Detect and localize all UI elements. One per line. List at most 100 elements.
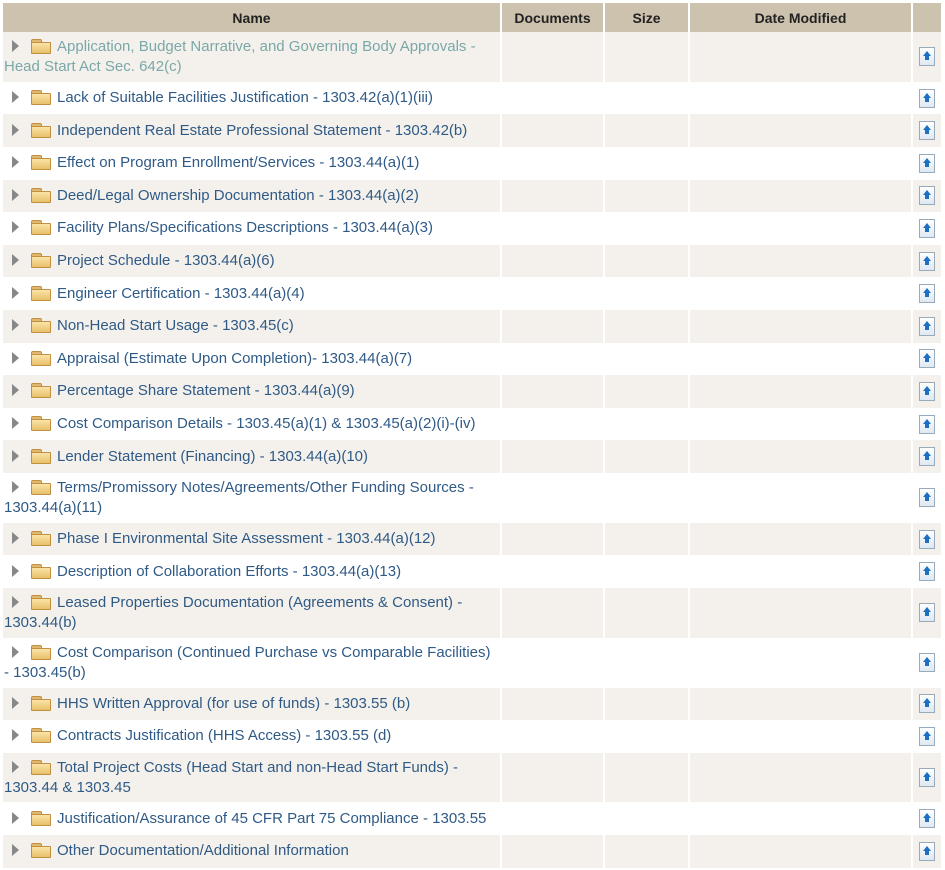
- documents-cell: [500, 277, 604, 310]
- expand-arrow-icon[interactable]: [12, 811, 19, 824]
- upload-icon[interactable]: [919, 47, 935, 67]
- folder-link[interactable]: Contracts Justification (HHS Access) - 1…: [57, 727, 392, 745]
- upload-icon[interactable]: [919, 603, 935, 623]
- upload-icon[interactable]: [919, 488, 935, 508]
- date-modified-cell: [688, 720, 912, 753]
- folder-link[interactable]: Appraisal (Estimate Upon Completion)- 13…: [57, 349, 413, 367]
- upload-icon[interactable]: [919, 186, 935, 206]
- expand-arrow-icon[interactable]: [12, 760, 19, 773]
- upload-icon[interactable]: [919, 284, 935, 304]
- upload-icon[interactable]: [919, 218, 935, 238]
- upload-icon[interactable]: [919, 251, 935, 271]
- size-cell: [603, 637, 689, 688]
- expand-arrow-icon[interactable]: [12, 696, 19, 709]
- expand-arrow-icon[interactable]: [12, 645, 19, 658]
- expand-arrow-icon[interactable]: [12, 595, 19, 608]
- folder-link[interactable]: Project Schedule - 1303.44(a)(6): [57, 252, 275, 270]
- folder-icon: [31, 448, 51, 464]
- folder-link[interactable]: Non-Head Start Usage - 1303.45(c): [57, 317, 294, 335]
- upload-icon[interactable]: [919, 562, 935, 582]
- folder-link[interactable]: Engineer Certification - 1303.44(a)(4): [57, 284, 305, 302]
- expand-arrow-icon[interactable]: [12, 254, 19, 267]
- expand-arrow-icon[interactable]: [12, 384, 19, 397]
- folder-name-cell: Justification/Assurance of 45 CFR Part 7…: [3, 802, 501, 836]
- folder-name-cell: Project Schedule - 1303.44(a)(6): [3, 244, 501, 278]
- expand-arrow-icon[interactable]: [12, 156, 19, 169]
- upload-icon[interactable]: [919, 121, 935, 141]
- upload-icon[interactable]: [919, 381, 935, 401]
- column-header-name[interactable]: Name: [3, 3, 501, 32]
- upload-icon[interactable]: [919, 153, 935, 173]
- upload-icon[interactable]: [919, 349, 935, 369]
- size-cell: [603, 146, 689, 180]
- folder-link[interactable]: Percentage Share Statement - 1303.44(a)(…: [57, 382, 355, 400]
- folder-link[interactable]: Lender Statement (Financing) - 1303.44(a…: [57, 447, 369, 465]
- upload-icon[interactable]: [919, 88, 935, 108]
- folder-name-cell: Lack of Suitable Facilities Justificatio…: [3, 81, 501, 115]
- folder-link[interactable]: Total Project Costs (Head Start and non-…: [4, 758, 459, 796]
- folder-name-cell: Other Documentation/Additional Informati…: [3, 835, 501, 868]
- date-modified-cell: [688, 802, 912, 836]
- folder-link[interactable]: Deed/Legal Ownership Documentation - 130…: [57, 186, 419, 204]
- upload-icon[interactable]: [919, 316, 935, 336]
- folder-link[interactable]: Lack of Suitable Facilities Justificatio…: [57, 89, 433, 107]
- folder-link[interactable]: Terms/Promissory Notes/Agreements/Other …: [4, 478, 474, 516]
- upload-cell: [911, 637, 941, 688]
- upload-icon[interactable]: [919, 694, 935, 714]
- folder-name-cell: Phase I Environmental Site Assessment - …: [3, 522, 501, 556]
- upload-cell: [911, 32, 941, 82]
- folder-icon: [31, 644, 51, 660]
- table-row: Terms/Promissory Notes/Agreements/Other …: [3, 472, 941, 523]
- upload-icon[interactable]: [919, 768, 935, 788]
- folder-link[interactable]: Independent Real Estate Professional Sta…: [57, 121, 468, 139]
- folder-link[interactable]: Other Documentation/Additional Informati…: [57, 842, 349, 860]
- column-header-documents[interactable]: Documents: [500, 3, 604, 32]
- expand-arrow-icon[interactable]: [12, 39, 19, 52]
- upload-icon[interactable]: [919, 447, 935, 467]
- documents-cell: [500, 212, 604, 245]
- column-header-size[interactable]: Size: [603, 3, 689, 32]
- folder-name-cell: Engineer Certification - 1303.44(a)(4): [3, 277, 501, 310]
- upload-icon[interactable]: [919, 726, 935, 746]
- folder-icon: [31, 759, 51, 775]
- folder-icon: [31, 594, 51, 610]
- expand-arrow-icon[interactable]: [12, 844, 19, 857]
- folder-link[interactable]: Phase I Environmental Site Assessment - …: [57, 530, 436, 548]
- folder-link[interactable]: Justification/Assurance of 45 CFR Part 7…: [57, 809, 487, 827]
- folder-link[interactable]: Description of Collaboration Efforts - 1…: [57, 562, 402, 580]
- expand-arrow-icon[interactable]: [12, 123, 19, 136]
- expand-arrow-icon[interactable]: [12, 480, 19, 493]
- date-modified-cell: [688, 555, 912, 588]
- folder-link[interactable]: HHS Written Approval (for use of funds) …: [57, 694, 411, 712]
- folder-name-cell: HHS Written Approval (for use of funds) …: [3, 687, 501, 721]
- upload-icon[interactable]: [919, 841, 935, 861]
- documents-cell: [500, 179, 604, 213]
- folder-link[interactable]: Cost Comparison (Continued Purchase vs C…: [4, 643, 491, 681]
- size-cell: [603, 835, 689, 868]
- column-header-date-modified[interactable]: Date Modified: [688, 3, 912, 32]
- expand-arrow-icon[interactable]: [12, 564, 19, 577]
- expand-arrow-icon[interactable]: [12, 91, 19, 104]
- documents-cell: [500, 146, 604, 180]
- expand-arrow-icon[interactable]: [12, 319, 19, 332]
- upload-icon[interactable]: [919, 653, 935, 673]
- folder-link[interactable]: Application, Budget Narrative, and Gover…: [4, 37, 476, 75]
- expand-arrow-icon[interactable]: [12, 417, 19, 430]
- upload-cell: [911, 802, 941, 836]
- folder-link[interactable]: Facility Plans/Specifications Descriptio…: [57, 219, 433, 237]
- size-cell: [603, 407, 689, 441]
- expand-arrow-icon[interactable]: [12, 188, 19, 201]
- expand-arrow-icon[interactable]: [12, 221, 19, 234]
- upload-icon[interactable]: [919, 809, 935, 829]
- expand-arrow-icon[interactable]: [12, 729, 19, 742]
- folder-link[interactable]: Leased Properties Documentation (Agreeme…: [4, 593, 463, 631]
- upload-icon[interactable]: [919, 414, 935, 434]
- folder-link[interactable]: Cost Comparison Details - 1303.45(a)(1) …: [57, 415, 476, 433]
- upload-icon[interactable]: [919, 529, 935, 549]
- expand-arrow-icon[interactable]: [12, 532, 19, 545]
- expand-arrow-icon[interactable]: [12, 449, 19, 462]
- folder-link[interactable]: Effect on Program Enrollment/Services - …: [57, 154, 420, 172]
- folder-table: Name Documents Size Date Modified Applic…: [3, 3, 941, 868]
- expand-arrow-icon[interactable]: [12, 351, 19, 364]
- expand-arrow-icon[interactable]: [12, 286, 19, 299]
